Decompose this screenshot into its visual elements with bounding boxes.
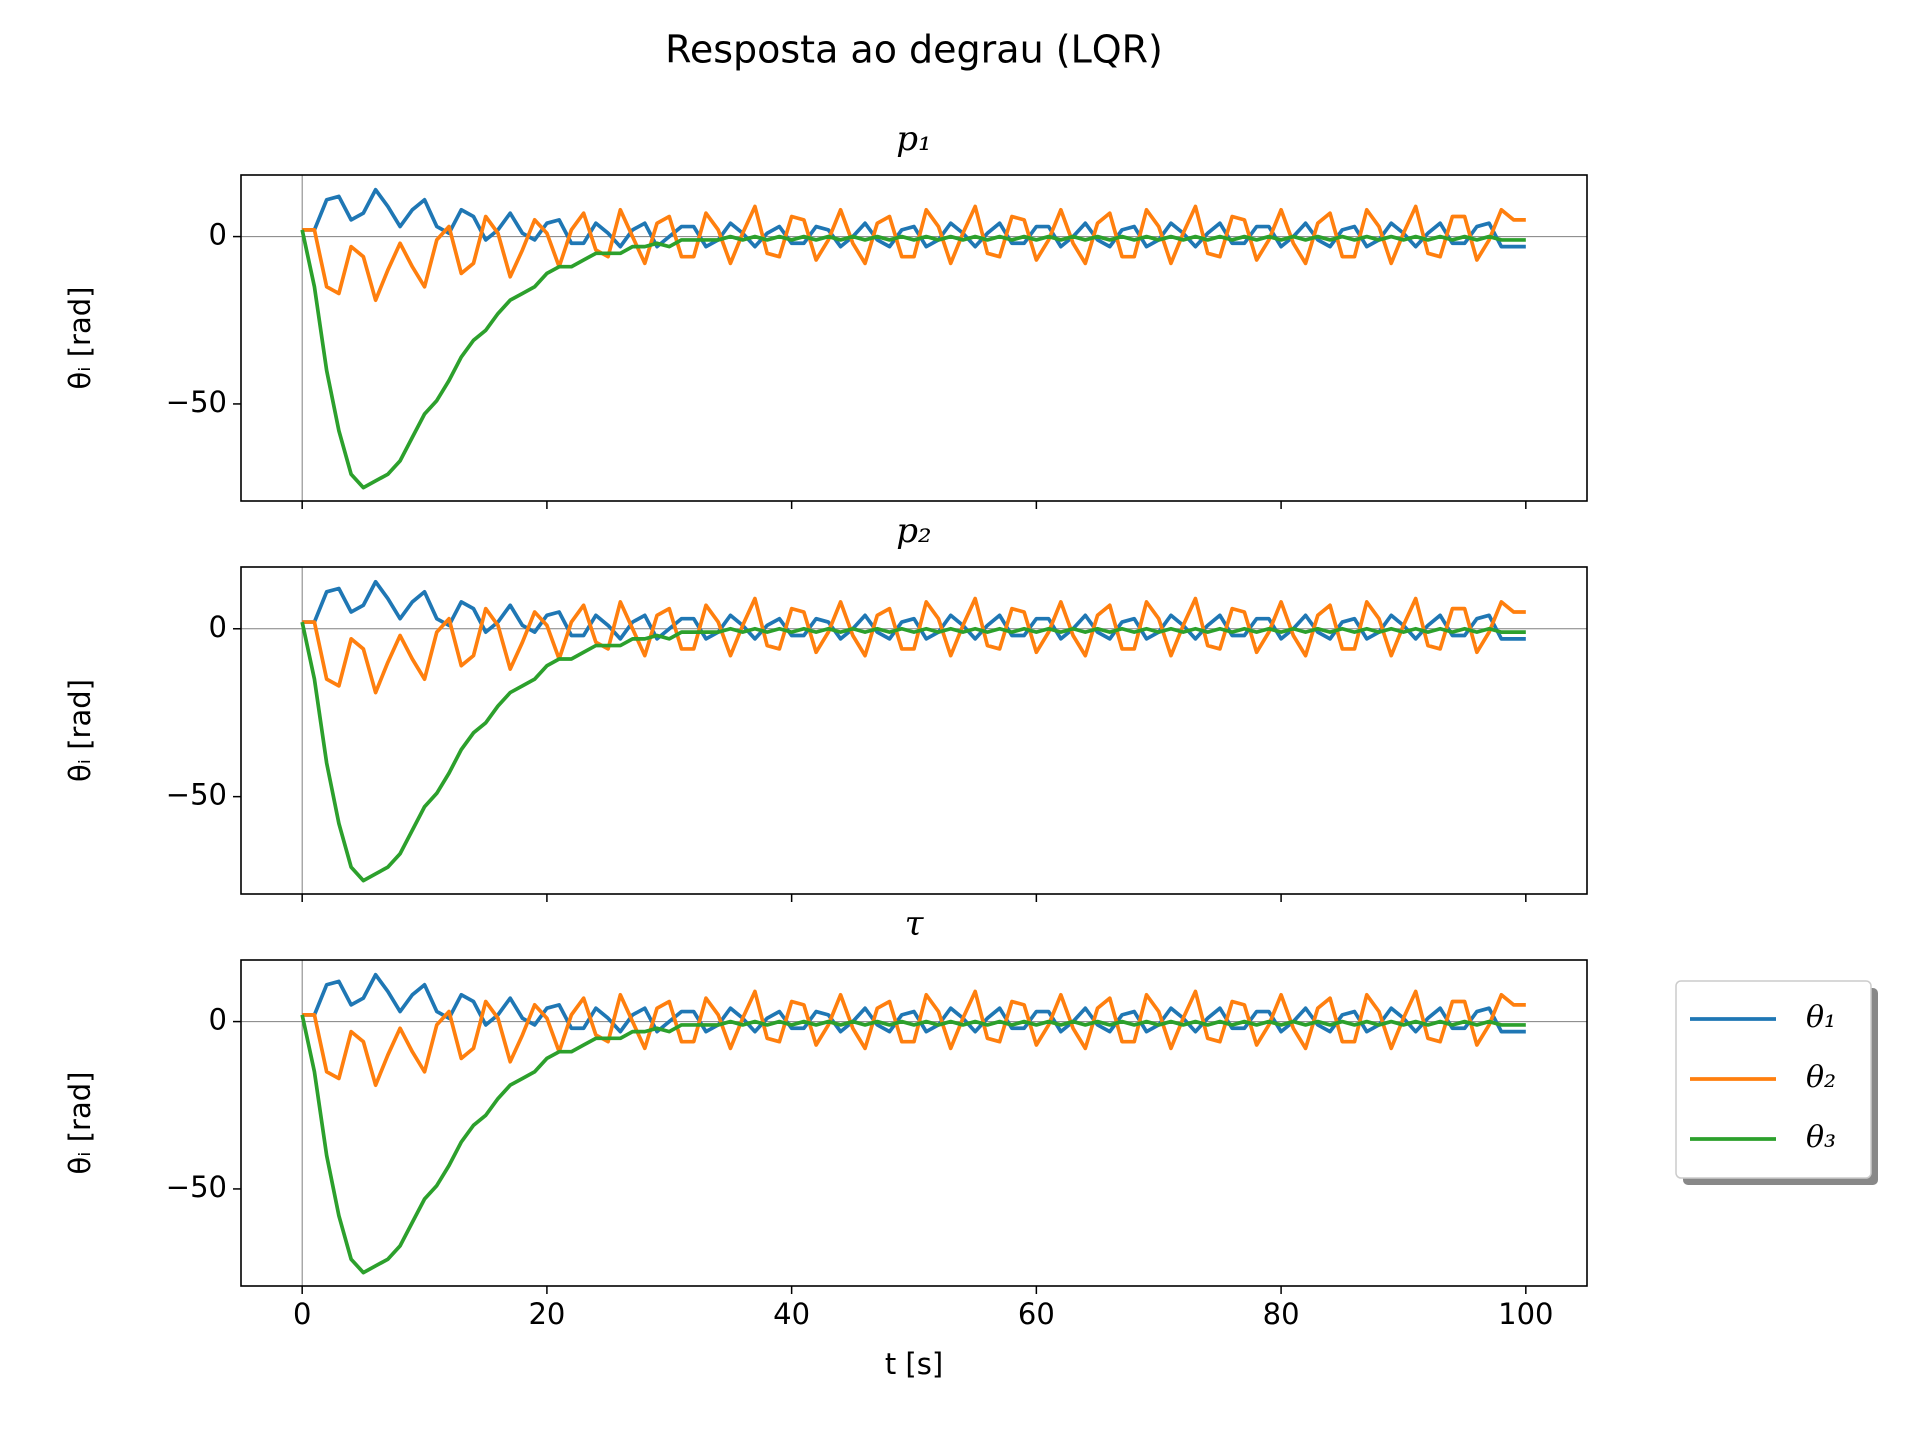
subplot-title: p₁ — [896, 119, 931, 159]
y-tick-label: −50 — [166, 778, 227, 812]
subplot-title: p₂ — [896, 511, 931, 551]
axes-frame — [240, 959, 1588, 1287]
series-line — [300, 1014, 1526, 1275]
series-line — [302, 972, 1526, 1034]
y-tick-label: −50 — [166, 385, 227, 419]
axes-frame — [240, 174, 1588, 502]
x-tick-label: 80 — [1263, 1297, 1300, 1331]
series-line — [300, 621, 1526, 883]
series-line — [302, 989, 1526, 1088]
legend-label: θ₂ — [1806, 1060, 1836, 1095]
series-line — [302, 579, 1526, 641]
series-line — [302, 187, 1526, 249]
axes-frame — [240, 566, 1588, 895]
legend-label: θ₁ — [1806, 1000, 1836, 1035]
series-line — [302, 596, 1526, 695]
y-axis-label: θᵢ [rad] — [63, 1072, 97, 1175]
y-axis-label: θᵢ [rad] — [63, 287, 97, 390]
y-tick-label: 0 — [209, 1003, 227, 1037]
x-tick-label: 40 — [773, 1297, 810, 1331]
x-tick-label: 20 — [528, 1297, 565, 1331]
figure-title: Resposta ao degrau (LQR) — [665, 28, 1163, 72]
x-tick-label: 60 — [1018, 1297, 1055, 1331]
y-tick-label: 0 — [209, 610, 227, 644]
y-tick-label: 0 — [209, 218, 227, 252]
x-tick-label: 0 — [293, 1297, 311, 1331]
subplot-title: τ — [905, 904, 925, 944]
x-axis-label: t [s] — [885, 1347, 943, 1381]
legend-label: θ₃ — [1806, 1120, 1836, 1155]
x-tick-label: 100 — [1498, 1297, 1553, 1331]
series-line — [300, 229, 1526, 490]
y-axis-label: θᵢ [rad] — [63, 679, 97, 782]
series-line — [302, 204, 1526, 303]
y-tick-label: −50 — [166, 1170, 227, 1204]
